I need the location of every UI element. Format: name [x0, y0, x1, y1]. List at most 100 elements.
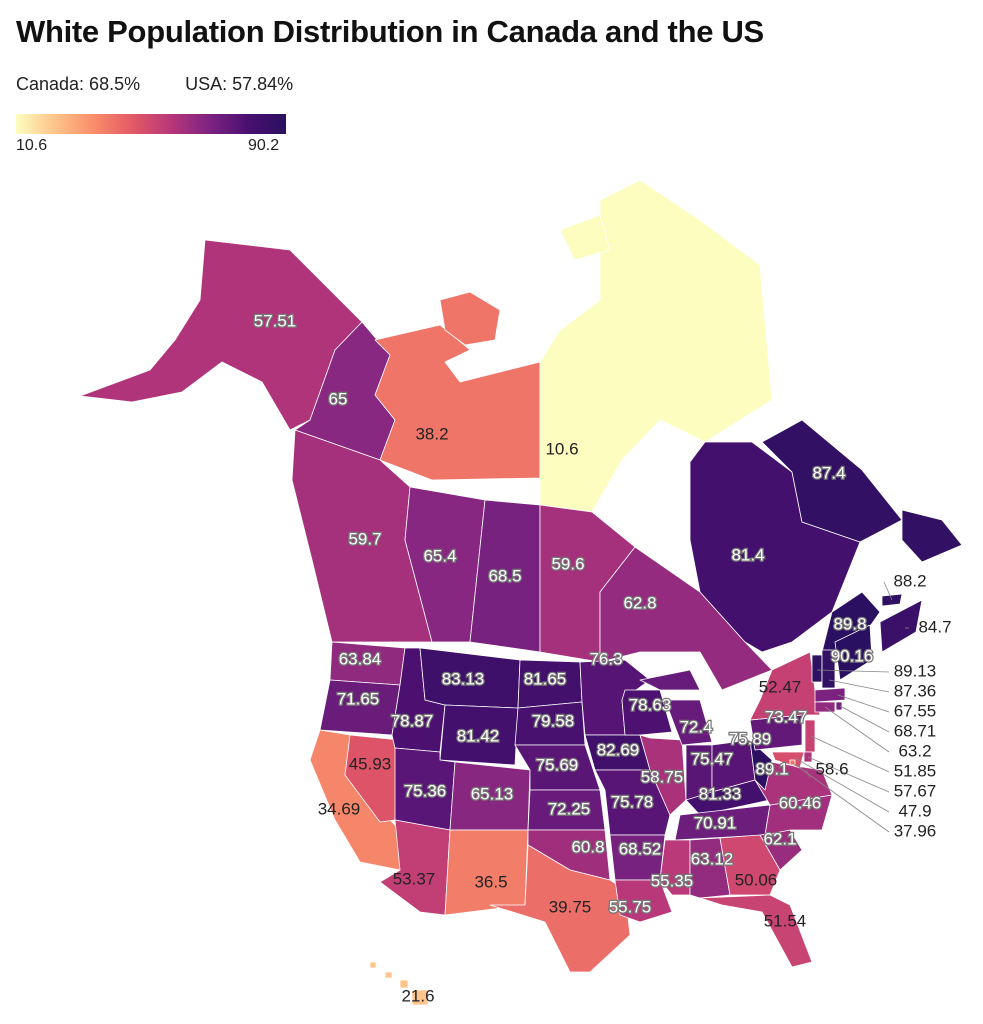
region-florida[interactable]: [699, 894, 813, 968]
value-label-south-carolina: 62.1: [763, 829, 796, 848]
region-alberta[interactable]: [404, 486, 486, 643]
value-label-massachusetts: 67.55: [894, 701, 937, 720]
usa-summary: USA: 57.84%: [185, 74, 294, 94]
region-nevada[interactable]: [344, 734, 401, 823]
value-label-british-columbia: 59.7: [348, 529, 381, 548]
region-new-jersey[interactable]: [804, 719, 816, 753]
region-michigan[interactable]: [664, 699, 713, 746]
value-label-wisconsin: 78.63: [629, 695, 672, 714]
value-label-quebec: 81.4: [731, 545, 764, 564]
leader-line-new-jersey: [810, 735, 890, 773]
region-maine[interactable]: [834, 624, 873, 681]
value-label-idaho: 78.87: [391, 711, 434, 730]
value-label-minnesota: 76.3: [589, 649, 622, 668]
value-label-montana: 83.13: [442, 669, 485, 688]
value-label-nunavut: 10.6: [545, 439, 578, 458]
value-label-michigan: 72.4: [679, 717, 712, 736]
leader-line-connecticut: [824, 706, 890, 753]
value-label-maryland: 47.9: [898, 801, 931, 820]
leader-line-maryland: [794, 757, 890, 813]
value-label-nevada: 45.93: [349, 754, 392, 773]
region-massachusetts[interactable]: [814, 687, 846, 703]
value-label-ontario: 62.8: [623, 593, 656, 612]
value-label-nebraska: 75.69: [536, 755, 579, 774]
canada-summary: Canada: 68.5%: [16, 74, 141, 94]
region-northwest-territories[interactable]: [374, 324, 541, 481]
region-alabama[interactable]: [689, 837, 731, 899]
region-nunavut[interactable]: [559, 214, 611, 261]
leader-line-massachusetts: [837, 694, 890, 713]
value-label-colorado: 65.13: [471, 784, 514, 803]
legend-max-label: 90.2: [248, 137, 280, 154]
value-label-wyoming: 81.42: [457, 726, 500, 745]
value-label-connecticut: 63.2: [898, 741, 931, 760]
region-west-virginia[interactable]: [749, 739, 773, 791]
value-label-ohio: 75.89: [729, 729, 772, 748]
value-label-saskatchewan: 68.5: [488, 566, 521, 585]
value-label-west-virginia: 89.1: [755, 759, 788, 778]
value-label-prince-edward-island: 88.2: [893, 571, 926, 590]
region-new-york[interactable]: [749, 651, 821, 721]
value-label-alberta: 65.4: [423, 546, 456, 565]
region-vermont[interactable]: [811, 654, 823, 683]
leader-line-rhode-island: [839, 705, 890, 733]
value-label-north-dakota: 81.65: [524, 669, 567, 688]
value-label-new-jersey: 51.85: [894, 761, 937, 780]
value-label-pennsylvania: 73.47: [765, 707, 808, 726]
region-hawaii[interactable]: [369, 961, 377, 969]
value-label-hawaii: 21.6: [401, 986, 434, 1005]
region-wyoming[interactable]: [439, 704, 519, 766]
value-label-new-mexico: 36.5: [474, 872, 507, 891]
region-louisiana[interactable]: [614, 879, 673, 923]
value-label-manitoba: 59.6: [551, 554, 584, 573]
value-label-district-of-columbia: 37.96: [894, 821, 937, 840]
region-mississippi[interactable]: [659, 839, 691, 896]
value-label-missouri: 75.78: [611, 792, 654, 811]
value-label-iowa: 82.69: [597, 740, 640, 759]
value-label-oregon: 71.65: [337, 689, 380, 708]
region-hawaii[interactable]: [384, 971, 393, 979]
region-nunavut[interactable]: [539, 179, 773, 513]
region-north-carolina[interactable]: [764, 794, 833, 836]
region-michigan[interactable]: [639, 669, 701, 691]
leader-line-district-of-columbia: [792, 762, 890, 833]
value-label-northwest-territories: 38.2: [415, 424, 448, 443]
leader-line-new-hampshire: [828, 679, 890, 693]
value-label-vermont: 89.13: [894, 661, 937, 680]
value-label-mississippi: 55.35: [651, 871, 694, 890]
leader-line-delaware: [807, 756, 890, 793]
region-northwest-territories[interactable]: [439, 291, 501, 346]
region-georgia[interactable]: [719, 834, 781, 896]
region-ontario[interactable]: [599, 546, 773, 691]
region-rhode-island[interactable]: [835, 701, 843, 711]
value-label-kentucky: 81.33: [699, 784, 742, 803]
value-label-kansas: 72.25: [548, 799, 591, 818]
value-label-illinois: 58.75: [641, 767, 684, 786]
region-hawaii[interactable]: [411, 989, 429, 1006]
value-label-newfoundland-and-labrador: 87.4: [812, 463, 845, 482]
region-hawaii[interactable]: [399, 979, 409, 989]
value-label-utah: 75.36: [404, 781, 447, 800]
value-label-georgia: 50.06: [735, 870, 778, 889]
region-new-hampshire[interactable]: [821, 649, 836, 689]
value-label-north-carolina: 60.46: [779, 793, 822, 812]
chart-title: White Population Distribution in Canada …: [16, 14, 764, 49]
region-newfoundland-and-labrador[interactable]: [901, 509, 963, 563]
value-label-new-york: 52.47: [759, 677, 802, 696]
region-newfoundland-and-labrador[interactable]: [761, 419, 903, 543]
value-label-california: 34.69: [318, 799, 361, 818]
value-label-tennessee: 70.91: [694, 813, 737, 832]
value-label-texas: 39.75: [549, 897, 592, 916]
leader-line-vermont: [816, 669, 890, 673]
region-nova-scotia[interactable]: [879, 599, 923, 653]
region-texas[interactable]: [489, 844, 631, 973]
value-label-new-hampshire: 87.36: [894, 681, 937, 700]
value-label-nova-scotia: 84.7: [918, 617, 951, 636]
value-label-oklahoma: 60.8: [571, 837, 604, 856]
value-label-rhode-island: 68.71: [894, 721, 937, 740]
value-label-arkansas: 68.52: [619, 839, 662, 858]
value-label-yukon: 65: [329, 389, 348, 408]
region-alaska[interactable]: [79, 239, 363, 431]
value-label-maine: 90.16: [831, 646, 874, 665]
value-label-louisiana: 55.75: [609, 897, 652, 916]
